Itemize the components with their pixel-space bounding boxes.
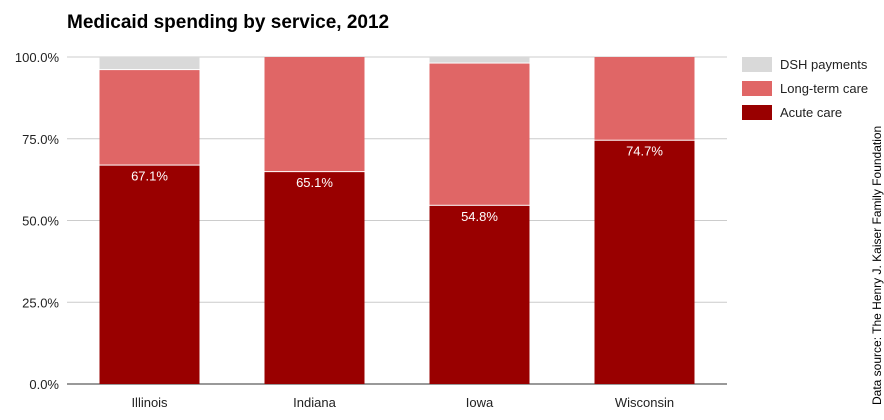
x-tick-label: Illinois <box>131 395 168 410</box>
data-label: 65.1% <box>296 175 333 190</box>
data-label: 54.8% <box>461 209 498 224</box>
y-tick-label: 75.0% <box>22 132 59 147</box>
x-tick-label: Wisconsin <box>615 395 674 410</box>
bar-segment <box>594 140 695 384</box>
legend-item-acute: Acute care <box>742 105 842 120</box>
legend-item-dsh: DSH payments <box>742 57 867 72</box>
bar-segment <box>429 63 530 205</box>
legend-label: Acute care <box>780 105 843 120</box>
bar-segment <box>429 57 530 63</box>
legend-label: Long-term care <box>780 81 869 96</box>
bar-segment <box>99 57 200 70</box>
y-tick-label: 100.0% <box>15 50 60 65</box>
legend-swatch <box>742 81 772 96</box>
source-note: Data source: The Henry J. Kaiser Family … <box>870 125 884 405</box>
bar-segment <box>99 70 200 165</box>
bar-segment <box>429 205 530 384</box>
bar-segment <box>264 57 365 172</box>
x-tick-label: Iowa <box>466 395 494 410</box>
x-tick-label: Indiana <box>293 395 336 410</box>
legend-item-long-term: Long-term care <box>742 81 868 96</box>
bar-segment <box>264 172 365 384</box>
legend-swatch <box>742 105 772 120</box>
data-label: 67.1% <box>131 169 168 184</box>
y-tick-label: 25.0% <box>22 295 59 310</box>
bar-segment <box>99 165 200 384</box>
data-label: 74.7% <box>626 144 663 159</box>
bar-segment <box>594 57 695 140</box>
y-tick-label: 50.0% <box>22 214 59 229</box>
chart-title: Medicaid spending by service, 2012 <box>67 12 390 33</box>
y-tick-label: 0.0% <box>29 377 59 392</box>
legend-swatch <box>742 57 772 72</box>
legend-label: DSH payments <box>780 57 868 72</box>
